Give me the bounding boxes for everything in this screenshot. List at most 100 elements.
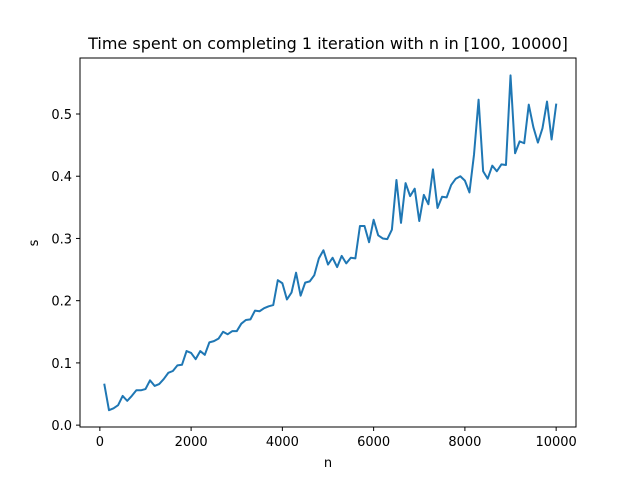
data-point xyxy=(418,220,420,222)
data-point xyxy=(190,352,192,354)
data-point xyxy=(368,241,370,243)
data-point xyxy=(195,358,197,360)
data-point xyxy=(537,142,539,144)
data-point xyxy=(455,178,457,180)
data-point xyxy=(268,305,270,307)
data-point xyxy=(181,364,183,366)
data-point xyxy=(249,318,251,320)
data-point xyxy=(487,178,489,180)
x-tick-label: 2000 xyxy=(175,435,208,450)
data-point xyxy=(327,264,329,266)
data-point xyxy=(491,165,493,167)
data-point xyxy=(131,395,133,397)
data-point xyxy=(514,152,516,154)
data-point xyxy=(478,99,480,101)
data-point xyxy=(341,255,343,257)
data-point xyxy=(551,139,553,141)
data-point xyxy=(103,384,105,386)
data-point xyxy=(473,153,475,155)
x-tick-label: 10000 xyxy=(535,435,576,450)
x-tick-label: 0 xyxy=(96,435,104,450)
data-point xyxy=(373,219,375,221)
data-point xyxy=(291,292,293,294)
data-point xyxy=(322,249,324,251)
data-point xyxy=(186,350,188,352)
data-point xyxy=(286,298,288,300)
data-point xyxy=(263,307,265,309)
data-point xyxy=(336,266,338,268)
x-axis-label: n xyxy=(324,456,332,471)
data-point xyxy=(304,282,306,284)
x-tick-label: 6000 xyxy=(357,435,390,450)
data-point xyxy=(345,262,347,264)
data-point xyxy=(482,170,484,172)
y-tick-label: 0.0 xyxy=(51,419,72,434)
data-point xyxy=(364,225,366,227)
x-tick-label: 8000 xyxy=(448,435,481,450)
data-point xyxy=(309,280,311,282)
data-point xyxy=(528,104,530,106)
data-point xyxy=(236,330,238,332)
data-point xyxy=(295,272,297,274)
data-point xyxy=(405,182,407,184)
data-point xyxy=(259,310,261,312)
data-point xyxy=(113,407,115,409)
data-point xyxy=(318,257,320,259)
y-axis-ticks: 0.0 0.1 0.2 0.3 0.4 0.5 xyxy=(51,108,80,434)
data-point xyxy=(441,196,443,198)
data-point xyxy=(117,404,119,406)
data-point xyxy=(231,330,233,332)
data-point xyxy=(523,142,525,144)
data-point xyxy=(446,196,448,198)
data-point xyxy=(450,184,452,186)
x-tick-label: 4000 xyxy=(266,435,299,450)
data-point xyxy=(204,354,206,356)
data-point xyxy=(400,222,402,224)
data-point xyxy=(213,340,215,342)
data-point xyxy=(350,257,352,259)
x-axis-ticks: 0 2000 4000 6000 8000 10000 xyxy=(96,427,577,450)
data-point xyxy=(149,379,151,381)
data-point xyxy=(222,331,224,333)
data-point xyxy=(377,234,379,236)
data-point xyxy=(546,101,548,103)
data-point xyxy=(163,378,165,380)
data-point xyxy=(468,191,470,193)
y-tick-label: 0.3 xyxy=(51,232,72,247)
data-point xyxy=(140,389,142,391)
data-point xyxy=(277,279,279,281)
data-point xyxy=(432,168,434,170)
data-point xyxy=(126,400,128,402)
data-point xyxy=(135,389,137,391)
data-point xyxy=(382,237,384,239)
data-point xyxy=(519,140,521,142)
data-point xyxy=(199,350,201,352)
data-point xyxy=(414,188,416,190)
series-line-0 xyxy=(103,74,558,412)
data-point xyxy=(144,388,146,390)
data-point xyxy=(532,126,534,128)
y-tick-label: 0.4 xyxy=(51,170,72,185)
data-point xyxy=(386,238,388,240)
data-point xyxy=(505,164,507,166)
data-point xyxy=(409,195,411,197)
data-point xyxy=(245,319,247,321)
data-point xyxy=(359,225,361,227)
data-point xyxy=(254,310,256,312)
chart-title: Time spent on completing 1 iteration wit… xyxy=(87,34,568,53)
data-point xyxy=(395,179,397,181)
data-point xyxy=(459,175,461,177)
data-point xyxy=(281,282,283,284)
data-point xyxy=(217,338,219,340)
data-point xyxy=(423,194,425,196)
data-point xyxy=(313,274,315,276)
data-point xyxy=(240,323,242,325)
data-point xyxy=(354,257,356,259)
data-point xyxy=(154,385,156,387)
axes-frame xyxy=(79,57,577,428)
data-point xyxy=(427,203,429,205)
data-point xyxy=(300,295,302,297)
y-tick-label: 0.5 xyxy=(51,108,72,123)
